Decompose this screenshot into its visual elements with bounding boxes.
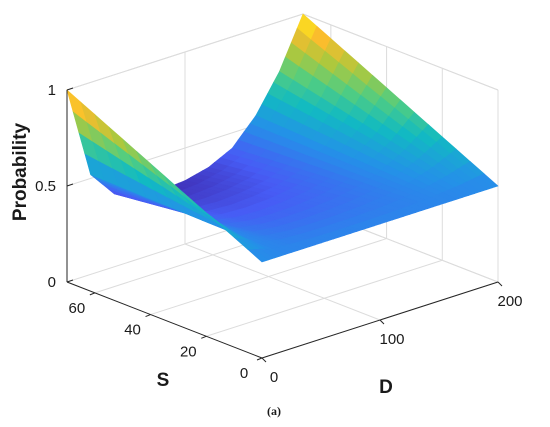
y-tick-mark xyxy=(256,357,263,361)
x-tick-mark xyxy=(497,281,503,287)
y-axis-title: S xyxy=(157,370,170,391)
box-edge xyxy=(302,13,499,91)
z-tick-mark xyxy=(66,279,74,283)
z-tick-label: 0.5 xyxy=(35,178,56,195)
z-tick-mark xyxy=(66,87,74,91)
figure-caption: (a) xyxy=(267,404,281,418)
y-tick-label: 0 xyxy=(240,365,248,382)
z-tick-label: 1 xyxy=(48,82,56,99)
surface-patch xyxy=(247,249,269,263)
x-tick-mark xyxy=(261,357,267,363)
y-tick-mark xyxy=(89,292,96,296)
z-tick-label: 0 xyxy=(48,274,56,291)
label-layer: S D Probability (a) 0 100 200 0 20 40 60 0 0.5 1 xyxy=(10,82,523,418)
y-tick-mark xyxy=(201,335,207,339)
z-axis-title: Probability xyxy=(10,122,31,221)
z-tick-mark xyxy=(66,183,74,187)
axis-layer xyxy=(66,87,503,363)
x-tick-mark xyxy=(379,319,385,325)
y-tick-label: 20 xyxy=(180,343,197,360)
x-tick-label: 200 xyxy=(497,293,522,310)
box-edge xyxy=(66,13,304,91)
y-tick-mark xyxy=(145,314,151,318)
y-axis-line xyxy=(66,281,263,359)
surface-layer xyxy=(66,13,499,263)
x-tick-label: 0 xyxy=(270,369,278,386)
floor-grid-line xyxy=(184,243,381,321)
y-tick-label: 40 xyxy=(124,322,141,339)
x-axis-title: D xyxy=(379,377,393,398)
y-tick-label: 60 xyxy=(69,300,86,317)
x-tick-label: 100 xyxy=(379,331,404,348)
